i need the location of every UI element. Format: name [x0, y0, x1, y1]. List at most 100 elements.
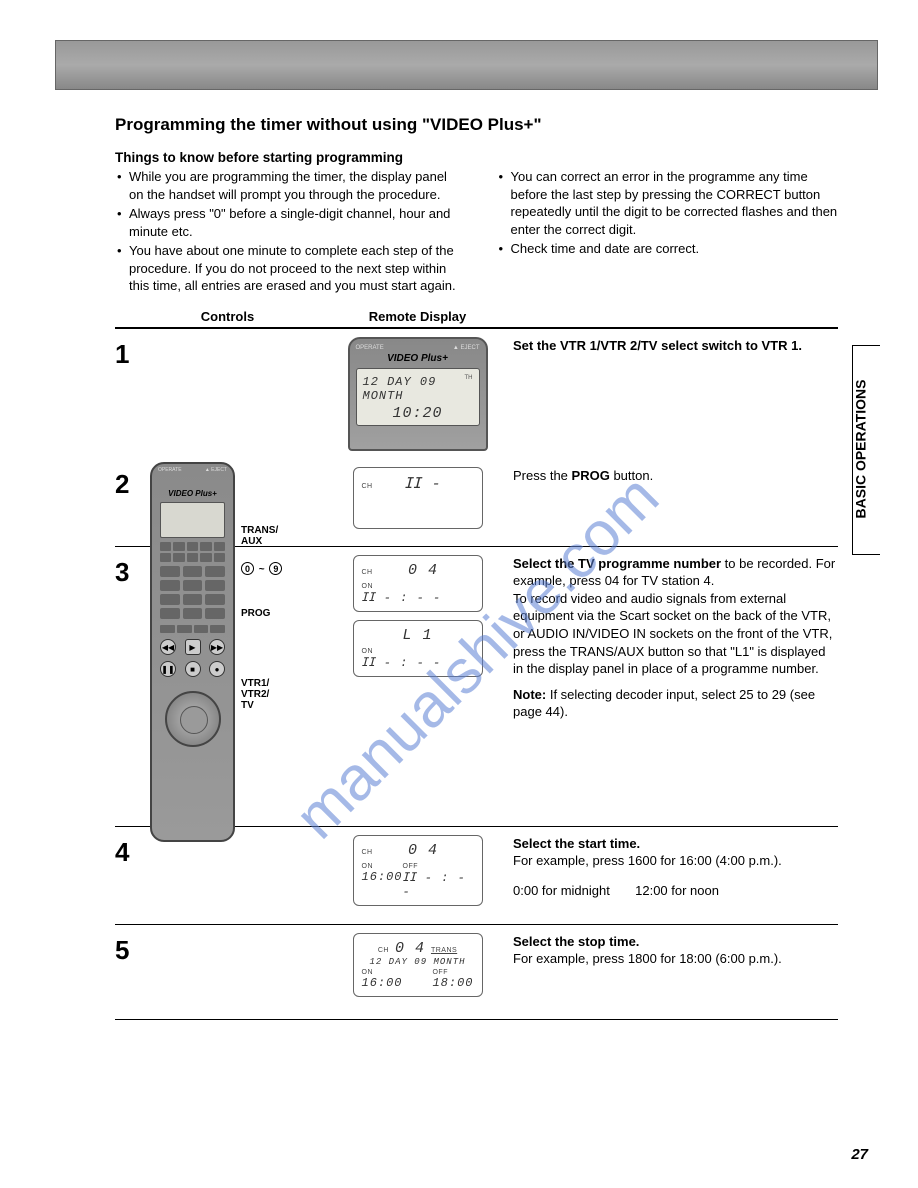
lcd-on-lbl: ON: [362, 648, 474, 655]
step2-post: button.: [610, 468, 653, 483]
display-cell: CH 0 4 ON ⵊⵊ - : - - L 1 ON ⵊⵊ - : - -: [340, 555, 495, 818]
pause-icon: ❚❚: [160, 661, 176, 677]
lcd-ch-label: CH: [362, 483, 373, 490]
lcd-val: L 1: [402, 627, 432, 644]
eject-btn-label: ▲ EJECT: [205, 467, 227, 473]
lcd-trans-lbl: TRANS: [431, 947, 457, 954]
page-number: 27: [851, 1146, 868, 1163]
display-cell: CH 0 4 TRANS 12 DAY 09 MONTH ON 16:00 OF…: [340, 933, 495, 1011]
lcd-box: CH 0 4 ON 16:00 OFF ⵊⵊ - : - -: [353, 835, 483, 906]
display-cell: CH 0 4 ON 16:00 OFF ⵊⵊ - : - -: [340, 835, 495, 916]
lcd-off-lbl: OFF: [432, 969, 473, 976]
label-digits: 0 ~ 9: [241, 562, 282, 575]
step2-prog: PROG: [572, 468, 610, 483]
remote-full-illustration: OPERATE ▲ EJECT VIDEO Plus+ ◀◀ ▶ ▶▶ ❚❚ ■…: [150, 462, 235, 842]
lcd-off-val: ⵊⵊ - : - -: [403, 870, 474, 899]
lcd-box: CH 0 4 TRANS 12 DAY 09 MONTH ON 16:00 OF…: [353, 933, 483, 997]
bullet: Always press "0" before a single-digit c…: [115, 205, 457, 240]
remote-keypad-main: [160, 566, 225, 619]
lcd-time: 10:20: [363, 405, 473, 422]
bullet-list-left: While you are programming the timer, the…: [115, 168, 457, 295]
step-number: 1: [115, 337, 145, 451]
instruction-cell: Set the VTR 1/VTR 2/TV select switch to …: [495, 337, 838, 451]
lcd-box: CH 0 4 ON ⵊⵊ - : - -: [353, 555, 483, 612]
label-trans: TRANS/ AUX: [241, 525, 278, 547]
controls-cell: [145, 337, 340, 451]
display-cell: CH ⵊⵊ -: [340, 467, 495, 538]
lcd-on-val: ⵊⵊ - : - -: [362, 590, 474, 605]
bullet: You can correct an error in the programm…: [497, 168, 839, 238]
col-controls: Controls: [115, 309, 340, 324]
remote-lcd: [160, 502, 225, 538]
stop-icon: ■: [185, 661, 201, 677]
lcd-date: 12 DAY 09 MONTH: [362, 957, 474, 967]
lcd-box: L 1 ON ⵊⵊ - : - -: [353, 620, 483, 677]
operate-label: OPERATE: [356, 345, 384, 351]
step-number: 2: [115, 467, 145, 538]
label-prog: PROG: [241, 608, 270, 619]
lcd-off-val: 18:00: [432, 976, 473, 990]
lcd-on-val: ⵊⵊ - : - -: [362, 655, 474, 670]
lcd-on-lbl: ON: [362, 969, 403, 976]
subheading: Things to know before starting programmi…: [115, 150, 838, 165]
lcd-ch-value: ⵊⵊ -: [405, 474, 442, 493]
remote-transport2: ❚❚ ■ ●: [160, 661, 225, 677]
lcd-lbl: CH: [362, 569, 373, 576]
play-icon: ▶: [185, 639, 201, 655]
lcd-lbl: CH: [362, 849, 373, 856]
lcd-th: TH: [465, 375, 473, 403]
lcd-on-lbl: ON: [362, 863, 403, 870]
lcd-ch-val: 0 4: [395, 940, 425, 957]
step-row: 5 CH 0 4 TRANS 12 DAY 09 MONTH ON 16:00: [115, 925, 838, 1020]
instruction-cell: Press the PROG button.: [495, 467, 838, 538]
step-number: 3: [115, 555, 145, 818]
bullet-list-right: You can correct an error in the programm…: [497, 168, 839, 258]
lcd-ch-lbl: CH: [378, 947, 389, 954]
instruction-cell: Select the stop time.For example, press …: [495, 933, 838, 1011]
lcd-val: 0 4: [408, 842, 438, 859]
remote-brand: VIDEO Plus+: [152, 489, 233, 498]
intro-columns: While you are programming the timer, the…: [115, 168, 838, 297]
section-tab-label: BASIC OPERATIONS: [852, 380, 868, 519]
lcd-off-lbl: OFF: [403, 863, 474, 870]
col-instr: [495, 309, 838, 324]
section-tab: BASIC OPERATIONS: [852, 345, 880, 555]
rec-icon: ●: [209, 661, 225, 677]
display-cell: OPERATE ▲ EJECT VIDEO Plus+ 12 DAY 09 MO…: [340, 337, 495, 451]
remote-top-lcd: 12 DAY 09 MONTH TH 10:20: [356, 368, 480, 426]
ffwd-icon: ▶▶: [209, 639, 225, 655]
bullet: You have about one minute to complete ea…: [115, 242, 457, 295]
intro-col-left: While you are programming the timer, the…: [115, 168, 457, 297]
lcd-on-val: 16:00: [362, 870, 403, 884]
eject-label: ▲ EJECT: [453, 345, 480, 351]
operate-btn-label: OPERATE: [158, 467, 182, 473]
step-row: 1 OPERATE ▲ EJECT VIDEO Plus+ 12 DAY 09 …: [115, 329, 838, 459]
lcd-on-val: 16:00: [362, 976, 403, 990]
header-band: [55, 40, 878, 90]
controls-cell: [145, 835, 340, 916]
steps-header-row: Controls Remote Display: [115, 309, 838, 329]
lcd-on-lbl: ON: [362, 583, 474, 590]
lcd-val: 0 4: [408, 562, 438, 579]
page-title: Programming the timer without using "VID…: [115, 115, 838, 135]
remote-keypad-small: [160, 542, 225, 562]
step1-text: Set the VTR 1/VTR 2/TV select switch to …: [513, 338, 802, 353]
step-number: 4: [115, 835, 145, 916]
controls-cell: [145, 933, 340, 1011]
instruction-cell: Select the start time.For example, press…: [495, 835, 838, 916]
intro-col-right: You can correct an error in the programm…: [497, 168, 839, 297]
rewind-icon: ◀◀: [160, 639, 176, 655]
remote-transport: ◀◀ ▶ ▶▶: [160, 639, 225, 655]
label-vtr: VTR1/ VTR2/ TV: [241, 678, 269, 711]
instruction-cell: Select the TV programme number to be rec…: [495, 555, 838, 818]
lcd-box: CH ⵊⵊ -: [353, 467, 483, 529]
bullet: While you are programming the timer, the…: [115, 168, 457, 203]
step2-pre: Press the: [513, 468, 572, 483]
jog-dial: [165, 691, 221, 747]
remote-head-illustration: OPERATE ▲ EJECT VIDEO Plus+ 12 DAY 09 MO…: [348, 337, 488, 451]
lcd-date: 12 DAY 09 MONTH: [363, 375, 465, 403]
step-number: 5: [115, 933, 145, 1011]
col-display: Remote Display: [340, 309, 495, 324]
remote-brand: VIDEO Plus+: [356, 353, 480, 364]
bullet: Check time and date are correct.: [497, 240, 839, 258]
